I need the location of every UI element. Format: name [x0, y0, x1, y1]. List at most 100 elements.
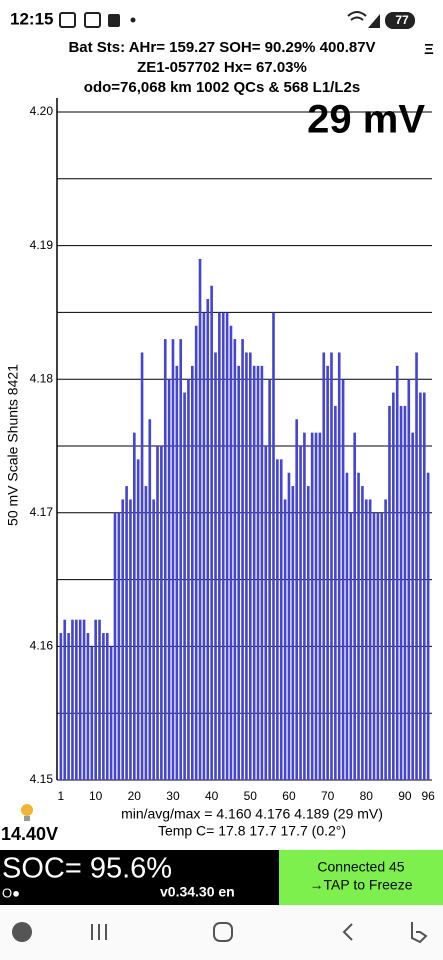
header-line: Bat Sts: AHr= 159.27 SOH= 90.29% 400.87V: [68, 39, 375, 56]
bar: [349, 512, 353, 780]
bar: [59, 633, 63, 780]
bar: [264, 446, 268, 780]
x-tick-label: 10: [89, 789, 103, 803]
y-tick-label: 4.17: [30, 505, 54, 519]
button-text[interactable]: Connected 45: [317, 859, 404, 875]
bar: [306, 486, 310, 780]
bar: [125, 486, 128, 780]
bar: [133, 432, 136, 780]
bar: [144, 486, 148, 780]
game-icon[interactable]: [12, 922, 32, 942]
y-tick-label: 4.18: [30, 371, 54, 385]
bar: [129, 499, 132, 780]
bar: [233, 339, 237, 780]
bar: [380, 512, 384, 780]
x-tick-label: 60: [282, 789, 296, 803]
bar: [171, 339, 175, 780]
bar: [326, 365, 329, 780]
touch-icon[interactable]: [411, 922, 428, 944]
freeze-button[interactable]: [279, 850, 443, 905]
bar: [202, 312, 206, 780]
clock: 12:15: [10, 9, 53, 28]
menu-button[interactable]: Ξ: [424, 41, 434, 58]
bulb-icon: [24, 816, 30, 821]
bar: [198, 258, 202, 781]
aux-voltage: 14.40V: [1, 824, 58, 844]
header-line: ZE1-057702 Hx= 67.03%: [137, 59, 307, 76]
bar: [78, 619, 82, 780]
stats-line: min/avg/max = 4.160 4.176 4.189 (29 mV): [121, 806, 383, 822]
bar: [337, 352, 341, 780]
bar: [299, 446, 302, 780]
bar: [345, 472, 349, 780]
bar: [156, 446, 159, 780]
bar: [67, 633, 70, 780]
bar: [86, 633, 90, 780]
y-tick-label: 4.15: [30, 772, 54, 786]
back-button[interactable]: [342, 923, 353, 941]
battery-level: 77: [395, 13, 409, 27]
x-tick-label: 20: [128, 789, 142, 803]
bar: [372, 512, 376, 780]
version: v0.34.30 en: [160, 884, 235, 900]
bar: [245, 352, 248, 780]
bar: [341, 379, 345, 780]
bar: [411, 432, 414, 780]
bar: [322, 352, 326, 780]
bar: [291, 486, 295, 780]
stats-line: Temp C= 17.8 17.7 17.7 (0.2°): [158, 823, 346, 839]
bar: [225, 312, 229, 780]
bar: [218, 312, 221, 780]
bar: [357, 472, 360, 780]
bar: [310, 432, 314, 780]
bar: [415, 352, 418, 780]
bar: [388, 405, 391, 780]
bar: [117, 512, 121, 780]
bar: [384, 499, 387, 780]
bar: [140, 352, 144, 780]
bar: [395, 365, 399, 780]
button-text[interactable]: →TAP to Freeze: [310, 877, 413, 893]
recents-button[interactable]: [91, 924, 107, 940]
bar: [121, 499, 125, 780]
bar: [98, 619, 101, 780]
bar: [287, 472, 291, 780]
bar: [260, 365, 264, 780]
bulb-icon: [21, 804, 33, 816]
bar: [229, 325, 233, 780]
home-button[interactable]: [213, 922, 233, 942]
bar: [283, 499, 287, 780]
bar: [152, 499, 155, 780]
x-tick-label: 80: [360, 789, 374, 803]
bar: [248, 352, 252, 780]
y-tick-label: 4.16: [30, 639, 54, 653]
bar: [407, 379, 411, 780]
bar: [179, 339, 183, 780]
soc: SOC= 95.6%: [2, 853, 172, 885]
bar: [353, 432, 356, 780]
bar: [160, 446, 163, 780]
bar: [102, 633, 105, 780]
x-tick-label: 70: [321, 789, 335, 803]
bar: [175, 365, 179, 780]
bar: [71, 619, 74, 780]
bar: [113, 512, 117, 780]
y-tick-label: 4.20: [30, 104, 54, 118]
bar: [183, 392, 186, 780]
bar: [268, 379, 271, 780]
notification-icon: [59, 12, 76, 28]
bar: [105, 633, 109, 780]
bar: [94, 619, 97, 780]
x-tick-label: 1: [58, 789, 65, 803]
bar: [194, 325, 198, 780]
bar: [368, 499, 372, 780]
bar: [63, 619, 67, 780]
bar: [148, 419, 152, 780]
x-tick-label: 30: [166, 789, 180, 803]
bar: [376, 512, 380, 780]
spread-annotation: 29 mV: [307, 98, 425, 142]
bar: [241, 339, 244, 780]
notification-icon: [108, 14, 120, 27]
bar: [276, 459, 279, 780]
